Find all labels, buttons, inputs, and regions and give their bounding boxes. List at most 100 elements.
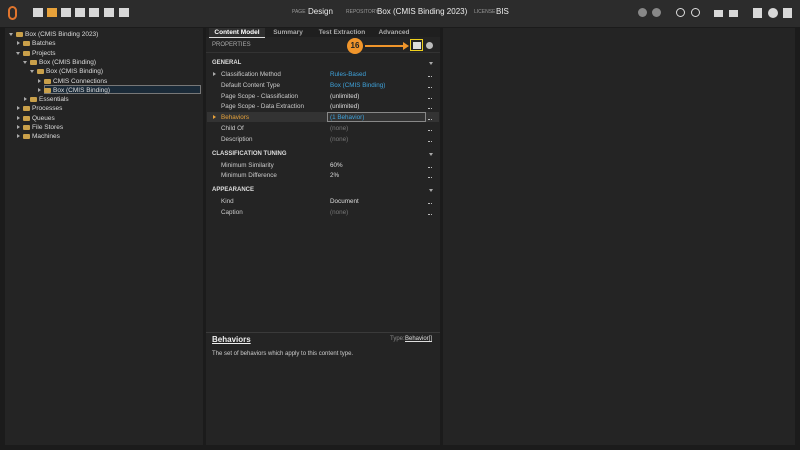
help-type[interactable]: Behavior[]	[405, 336, 433, 342]
expander[interactable]	[23, 60, 27, 64]
row-menu[interactable]	[428, 166, 432, 168]
top-bar	[0, 0, 800, 27]
close-icon[interactable]	[426, 42, 433, 49]
tree-label[interactable]: CMIS Connections	[53, 77, 108, 85]
tree-label[interactable]: Box (CMIS Binding)	[53, 86, 111, 94]
property-value[interactable]: Rules-Based	[330, 71, 367, 78]
tree-label[interactable]: Box (CMIS Binding)	[39, 58, 97, 66]
icon[interactable]	[119, 8, 129, 17]
row-menu[interactable]	[428, 119, 432, 121]
property-name[interactable]: Behaviors	[221, 114, 250, 122]
property-value[interactable]: (unlimited)	[330, 103, 360, 111]
tree-icon	[23, 125, 30, 130]
expander[interactable]	[9, 33, 13, 36]
icon[interactable]	[61, 8, 71, 17]
logo[interactable]	[8, 6, 17, 20]
tab[interactable]: Advanced	[374, 28, 414, 37]
row-menu[interactable]	[428, 140, 432, 142]
tab[interactable]: Test Extraction	[312, 28, 372, 37]
expander[interactable]	[38, 87, 41, 92]
property-name[interactable]: Page Scope - Data Extraction	[221, 103, 304, 111]
property-name[interactable]: Caption	[221, 209, 243, 216]
download-icon[interactable]	[714, 10, 723, 17]
icon[interactable]	[638, 8, 647, 17]
user-icon[interactable]	[768, 8, 778, 18]
callout: 16	[347, 38, 363, 54]
database-icon[interactable]	[753, 8, 762, 18]
expander[interactable]	[17, 41, 20, 46]
property-value[interactable]: (none)	[330, 209, 349, 216]
tree-icon	[44, 78, 51, 84]
settings-icon[interactable]	[783, 8, 792, 18]
tree-icon	[16, 32, 23, 37]
tree-label[interactable]: Queues	[32, 114, 55, 122]
row-menu[interactable]	[428, 97, 432, 99]
expander[interactable]	[17, 115, 20, 120]
section-title[interactable]: GENERAL	[212, 60, 242, 66]
help-title: Behaviors	[212, 335, 251, 344]
upload-icon[interactable]	[729, 10, 738, 17]
tree-label[interactable]: Processes	[32, 105, 63, 113]
expander[interactable]	[213, 115, 216, 120]
property-name[interactable]: Page Scope - Classification	[221, 92, 299, 100]
property-name[interactable]: Classification Method	[221, 71, 281, 78]
property-value[interactable]: 2%	[330, 172, 340, 180]
icon[interactable]	[89, 8, 99, 17]
property-name[interactable]: Minimum Similarity	[221, 161, 274, 169]
row-menu[interactable]	[428, 177, 432, 179]
row-menu[interactable]	[428, 76, 432, 77]
tree-label[interactable]: File Stores	[32, 124, 64, 131]
property-name[interactable]: Minimum Difference	[221, 172, 277, 180]
tree-label[interactable]: Essentials	[39, 96, 69, 104]
tools-icon[interactable]	[47, 8, 57, 17]
save-icon[interactable]	[413, 42, 421, 49]
section-title[interactable]: APPEARANCE	[212, 187, 255, 194]
property-value[interactable]: Box (CMIS Binding)	[330, 81, 386, 89]
property-name[interactable]: Kind	[221, 198, 234, 206]
collapse-arrow[interactable]	[429, 152, 433, 156]
icon[interactable]	[652, 8, 661, 17]
expander[interactable]	[24, 97, 27, 102]
property-value[interactable]: 60%	[330, 161, 343, 169]
expander[interactable]	[213, 72, 216, 76]
search-icon[interactable]	[691, 8, 700, 17]
tree-icon	[44, 87, 51, 93]
tree-label[interactable]: Box (CMIS Binding)	[46, 68, 104, 76]
property-value[interactable]: (none)	[330, 125, 349, 132]
row-menu[interactable]	[428, 108, 432, 110]
property-name[interactable]: Child Of	[221, 125, 244, 132]
property-value[interactable]: (none)	[330, 135, 349, 143]
tree-icon	[23, 41, 30, 47]
icon[interactable]	[75, 8, 85, 17]
property-name[interactable]: Description	[221, 135, 253, 143]
icon[interactable]	[104, 8, 114, 17]
home-icon[interactable]	[33, 8, 43, 17]
property-value[interactable]: (1 Behavior)	[330, 114, 365, 122]
collapse-arrow[interactable]	[429, 62, 433, 65]
refresh-icon[interactable]	[676, 8, 685, 17]
tab[interactable]: Summary	[267, 28, 309, 37]
expander[interactable]	[16, 51, 20, 55]
collapse-arrow[interactable]	[429, 189, 433, 193]
expander[interactable]	[30, 70, 34, 74]
row-menu[interactable]	[428, 214, 432, 215]
row-menu[interactable]	[428, 203, 432, 205]
expander[interactable]	[17, 106, 20, 111]
tree-label[interactable]: Machines	[32, 133, 60, 141]
tree-label[interactable]: Box (CMIS Binding 2023)	[25, 31, 99, 38]
expander[interactable]	[17, 125, 20, 129]
property-name[interactable]: Default Content Type	[221, 81, 281, 89]
row-menu[interactable]	[428, 130, 432, 131]
row-menu[interactable]	[428, 86, 432, 88]
tree-label[interactable]: Projects	[32, 49, 56, 57]
expander[interactable]	[17, 134, 20, 139]
tab[interactable]: Content Model	[209, 28, 265, 38]
tree-icon	[23, 115, 30, 121]
highlight-box	[410, 39, 423, 51]
tree-icon	[30, 59, 37, 65]
property-value[interactable]: Document	[330, 198, 359, 206]
tree-label[interactable]: Batches	[32, 40, 56, 48]
expander[interactable]	[38, 78, 41, 83]
section-title[interactable]: CLASSIFICATION TUNING	[212, 150, 287, 157]
property-value[interactable]: (unlimited)	[330, 92, 360, 100]
